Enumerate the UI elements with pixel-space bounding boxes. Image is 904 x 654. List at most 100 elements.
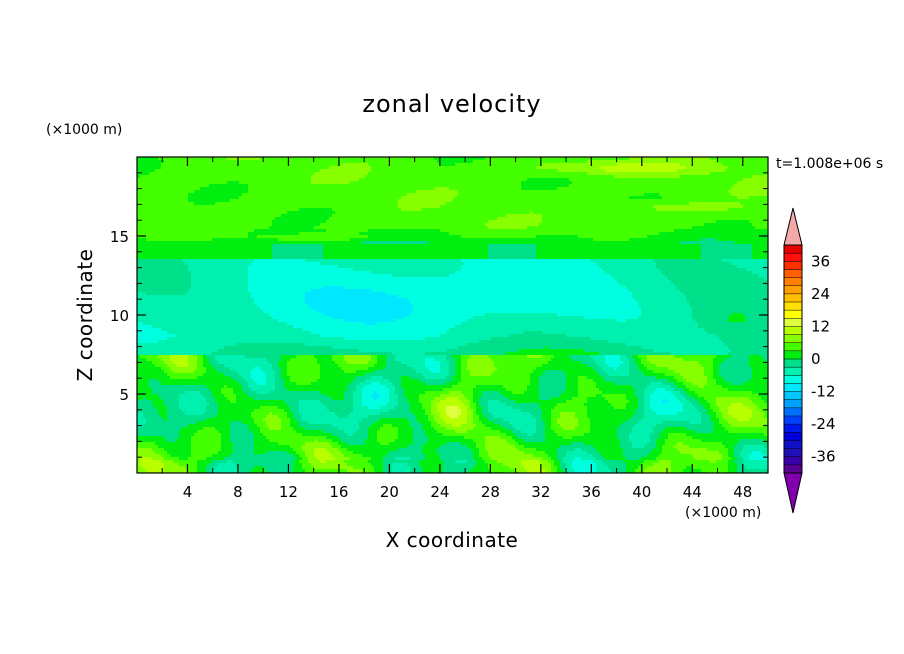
heatmap-cell	[527, 208, 531, 212]
heatmap-cell	[452, 202, 456, 206]
heatmap-cell	[428, 172, 432, 176]
heatmap-cell	[428, 181, 432, 185]
heatmap-cell	[761, 178, 765, 182]
heatmap-cell	[746, 166, 750, 170]
heatmap-cell	[464, 196, 468, 200]
heatmap-cell	[473, 226, 477, 230]
heatmap-cell	[200, 160, 204, 164]
heatmap-cell	[230, 199, 234, 203]
heatmap-cell	[320, 163, 324, 167]
heatmap-cell	[293, 172, 297, 176]
heatmap-cell	[440, 190, 444, 194]
heatmap-cell	[746, 184, 750, 188]
heatmap-cell	[314, 175, 318, 179]
heatmap-cell	[530, 226, 534, 230]
heatmap-cell	[680, 163, 684, 167]
heatmap-cell	[575, 175, 579, 179]
heatmap-cell	[737, 193, 741, 197]
heatmap-cell	[725, 169, 729, 173]
heatmap-cell	[200, 220, 204, 224]
heatmap-cell	[587, 193, 591, 197]
heatmap-cell	[188, 214, 192, 218]
heatmap-cell	[635, 223, 639, 227]
heatmap-cell	[551, 190, 555, 194]
heatmap-cell	[230, 214, 234, 218]
heatmap-cell	[647, 169, 651, 173]
heatmap-cell	[455, 163, 459, 167]
heatmap-cell	[548, 166, 552, 170]
heatmap-cell	[242, 214, 246, 218]
heatmap-cell	[560, 205, 564, 209]
heatmap-cell	[284, 187, 288, 191]
heatmap-cell	[650, 214, 654, 218]
heatmap-cell	[491, 172, 495, 176]
heatmap-cell	[317, 178, 321, 182]
heatmap-cell	[278, 190, 282, 194]
heatmap-cell	[236, 223, 240, 227]
heatmap-cell	[692, 190, 696, 194]
heatmap-cell	[332, 217, 336, 221]
heatmap-cell	[287, 184, 291, 188]
heatmap-cell	[593, 193, 597, 197]
heatmap-cell	[563, 169, 567, 173]
heatmap-cell	[335, 220, 339, 224]
heatmap-cell	[590, 193, 594, 197]
heatmap-cell	[161, 223, 165, 227]
heatmap-cell	[452, 163, 456, 167]
heatmap-cell	[185, 160, 189, 164]
heatmap-cell	[599, 190, 603, 194]
heatmap-cell	[173, 220, 177, 224]
heatmap-cell	[509, 169, 513, 173]
heatmap-cell	[290, 160, 294, 164]
heatmap-cell	[470, 184, 474, 188]
heatmap-cell	[398, 223, 402, 227]
heatmap-cell	[620, 175, 624, 179]
heatmap-cell	[359, 193, 363, 197]
heatmap-cell	[422, 199, 426, 203]
heatmap-cell	[179, 187, 183, 191]
heatmap-cell	[500, 172, 504, 176]
heatmap-cell	[557, 226, 561, 230]
heatmap-cell	[152, 205, 156, 209]
heatmap-cell	[491, 178, 495, 182]
heatmap-cell	[482, 208, 486, 212]
heatmap-cell	[695, 199, 699, 203]
heatmap-cell	[404, 217, 408, 221]
heatmap-cell	[191, 205, 195, 209]
heatmap-cell	[425, 172, 429, 176]
heatmap-cell	[362, 193, 366, 197]
heatmap-cell	[200, 205, 204, 209]
heatmap-cell	[233, 202, 237, 206]
heatmap-cell	[137, 169, 141, 173]
heatmap-cell	[221, 157, 225, 161]
heatmap-cell	[236, 190, 240, 194]
heatmap-cell	[362, 211, 366, 215]
heatmap-cell	[560, 163, 564, 167]
heatmap-cell	[155, 226, 159, 230]
heatmap-cell	[332, 199, 336, 203]
heatmap-cell	[716, 178, 720, 182]
heatmap-cell	[233, 205, 237, 209]
heatmap-cell	[341, 178, 345, 182]
heatmap-cell	[608, 172, 612, 176]
heatmap-cell	[137, 184, 141, 188]
heatmap-cell	[197, 205, 201, 209]
heatmap-cell	[179, 211, 183, 215]
heatmap-cell	[377, 160, 381, 164]
heatmap-cell	[338, 217, 342, 221]
heatmap-cell	[311, 205, 315, 209]
heatmap-cell	[251, 157, 255, 161]
heatmap-cell	[425, 169, 429, 173]
heatmap-cell	[563, 214, 567, 218]
heatmap-cell	[437, 214, 441, 218]
heatmap-cell	[653, 202, 657, 206]
heatmap-cell	[143, 202, 147, 206]
heatmap-cell	[158, 220, 162, 224]
heatmap-cell	[488, 187, 492, 191]
heatmap-cell	[308, 169, 312, 173]
heatmap-cell	[467, 205, 471, 209]
heatmap-cell	[347, 160, 351, 164]
heatmap-cell	[686, 190, 690, 194]
heatmap-cell	[152, 202, 156, 206]
heatmap-cell	[407, 202, 411, 206]
